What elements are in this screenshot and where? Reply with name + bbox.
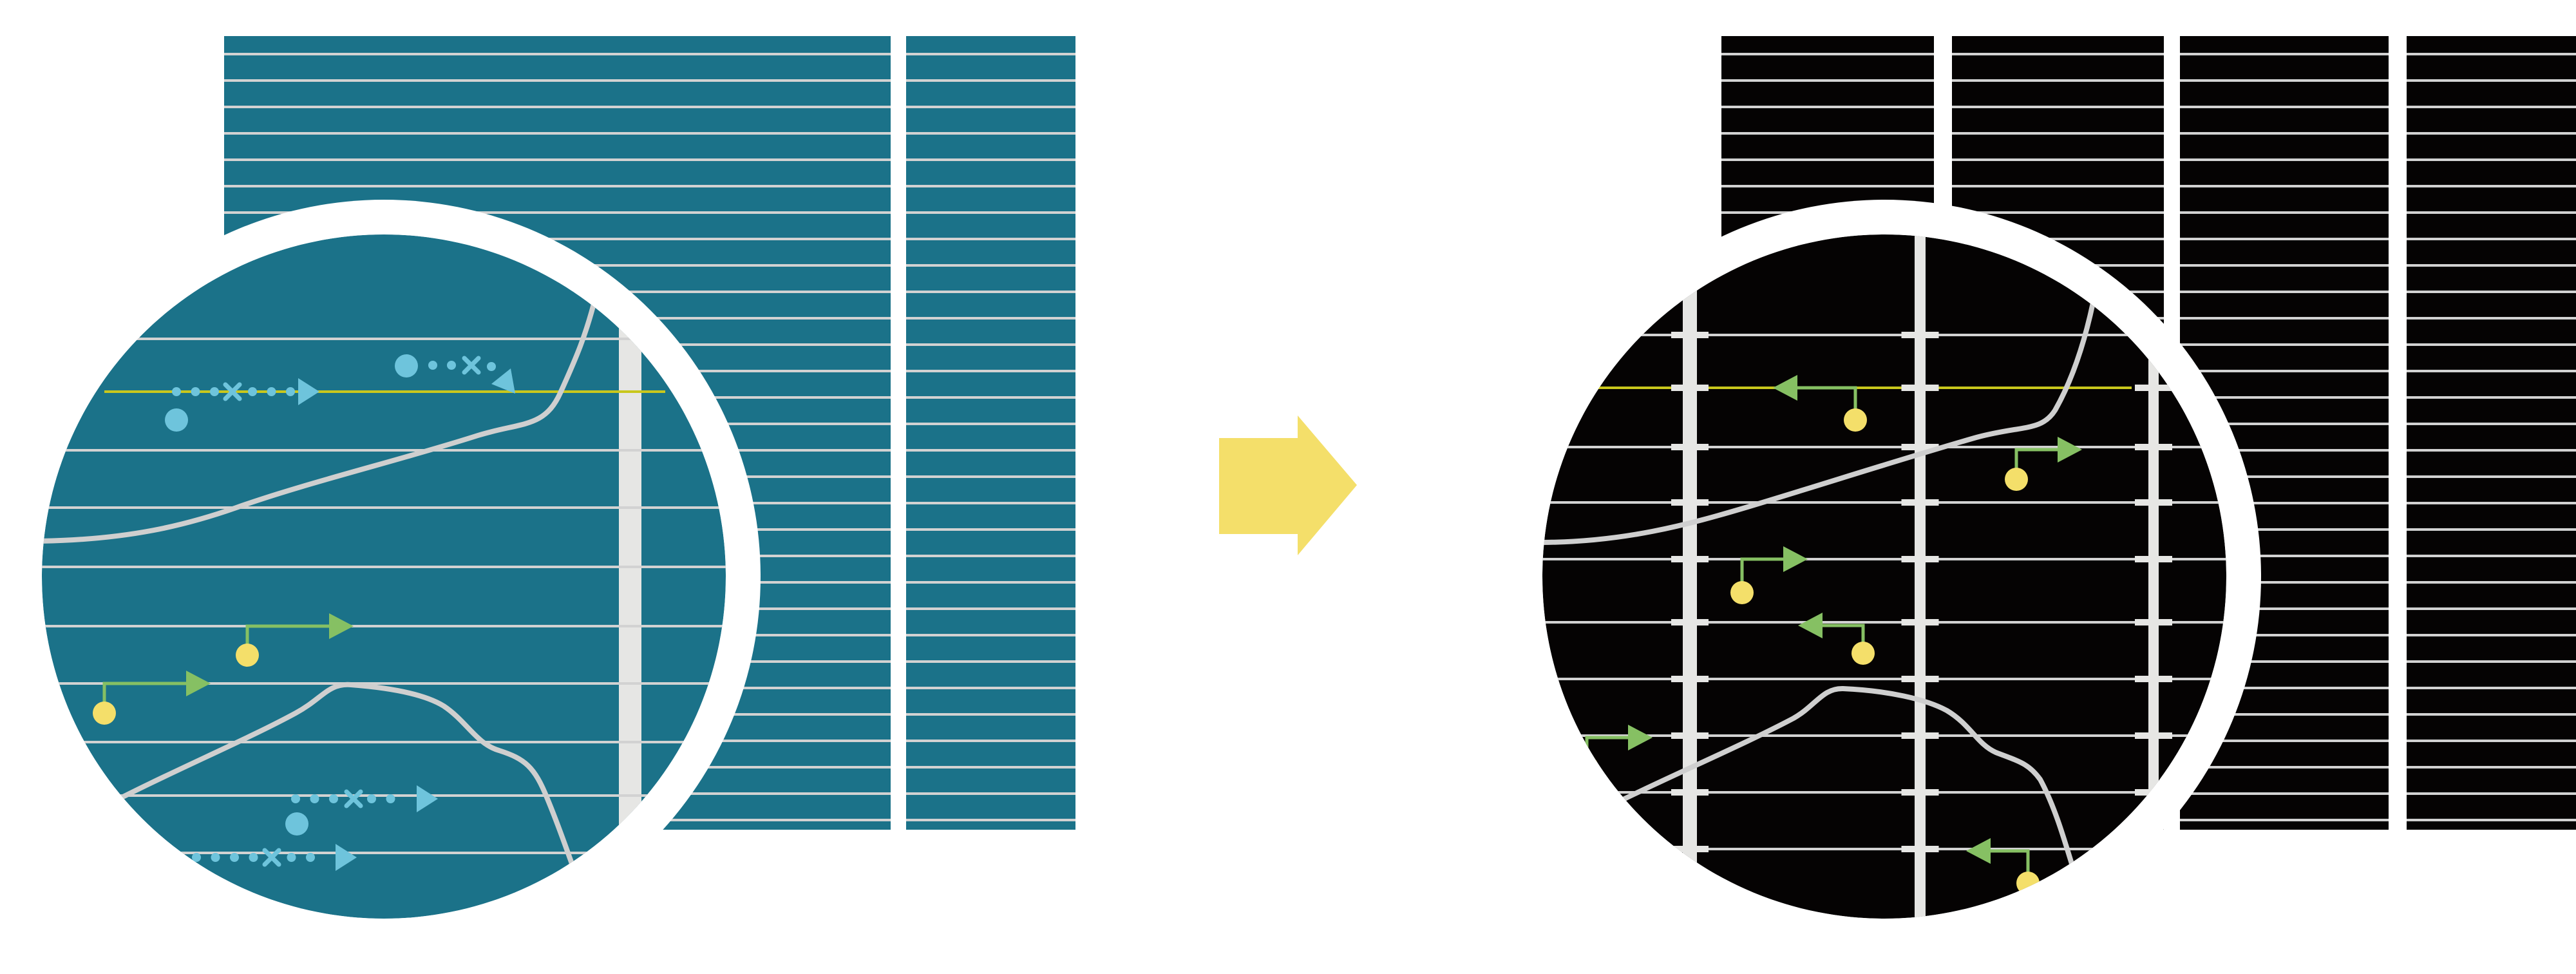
dot: [230, 853, 239, 862]
tick-mark: [1901, 332, 1939, 338]
dot: [191, 387, 200, 396]
dotted-arrow-head: [491, 368, 515, 394]
curve-line: [1542, 300, 2096, 545]
tick-mark: [1901, 385, 1939, 391]
dot: [310, 794, 319, 803]
cross-icon: [344, 789, 363, 808]
tick-mark: [1671, 619, 1709, 625]
dotted-arrow: [165, 378, 319, 432]
curve-line: [94, 682, 589, 904]
dot: [287, 853, 296, 862]
tick-mark: [1901, 732, 1939, 739]
tick-mark: [2135, 385, 2172, 391]
before-magnifier-lens: [7, 200, 761, 953]
dot: [192, 853, 201, 862]
dot: [367, 794, 376, 803]
tick-mark: [1901, 846, 1939, 852]
dot: [386, 794, 395, 803]
cross-icon: [462, 356, 481, 375]
dot: [428, 361, 437, 370]
circle-marker-icon: [2005, 468, 2028, 491]
tick-mark: [2135, 732, 2172, 739]
tick-mark: [1901, 556, 1939, 562]
dot: [291, 794, 300, 803]
tick-mark: [1901, 444, 1939, 450]
step-arrow: [2005, 437, 2082, 491]
circle-marker-icon: [236, 644, 259, 667]
tick-mark: [1671, 385, 1709, 391]
column-bar: [1915, 234, 1926, 919]
tick-mark: [1671, 789, 1709, 796]
tick-mark: [1901, 619, 1939, 625]
dot: [211, 853, 220, 862]
cross-icon: [223, 382, 242, 401]
dot: [487, 362, 496, 371]
tick-mark: [1671, 732, 1709, 739]
dot: [267, 387, 276, 396]
tick-mark: [2135, 676, 2172, 682]
step-arrow-head: [1628, 725, 1653, 750]
tick-mark: [1901, 676, 1939, 682]
dot: [447, 361, 456, 370]
tick-mark: [1901, 789, 1939, 796]
tick-mark: [1671, 846, 1709, 852]
circle-marker-icon: [1852, 642, 1875, 665]
step-arrow-head: [186, 671, 211, 696]
dotted-arrow: [395, 354, 515, 394]
tick-mark: [1671, 444, 1709, 450]
tick-mark: [2135, 499, 2172, 506]
dotted-arrow-head: [336, 844, 357, 871]
column-bar: [2148, 234, 2159, 919]
panel-column: [2407, 36, 2576, 830]
step-arrow-head: [329, 613, 354, 639]
circle-marker-icon: [1844, 408, 1867, 432]
step-arrow-head: [1773, 375, 1797, 401]
dot: [210, 387, 219, 396]
dotted-arrow: [285, 785, 438, 836]
circle-marker-icon: [93, 702, 116, 725]
dotted-arrow-head: [417, 785, 438, 812]
tick-mark: [1671, 332, 1709, 338]
lens-background: [1542, 234, 2226, 919]
step-arrow: [1730, 546, 1808, 604]
dot: [286, 387, 295, 396]
start-circle: [165, 408, 188, 432]
step-arrow-head: [2058, 437, 2082, 463]
dotted-arrow-head: [298, 378, 319, 405]
dot: [248, 387, 257, 396]
dot: [329, 794, 338, 803]
step-arrow-head: [1783, 546, 1808, 572]
step-arrow: [236, 613, 354, 667]
cross-icon: [262, 848, 281, 867]
dot: [172, 387, 181, 396]
lens-content: [42, 234, 726, 919]
circle-marker-icon: [1730, 581, 1754, 604]
start-circle: [285, 812, 308, 836]
curve-line: [42, 294, 598, 544]
lens-content: [1542, 234, 2226, 919]
step-arrow: [1773, 375, 1867, 432]
column-bar: [1683, 234, 1697, 919]
tick-mark: [1671, 499, 1709, 506]
tick-mark: [1671, 676, 1709, 682]
step-arrow-head: [1966, 838, 1991, 864]
tick-mark: [2135, 556, 2172, 562]
step-arrow: [93, 671, 211, 725]
start-circle: [395, 354, 418, 377]
tick-mark: [1671, 556, 1709, 562]
curve-line: [1588, 685, 2086, 904]
step-arrow: [1798, 613, 1875, 665]
right-arrow-icon: [1219, 415, 1357, 555]
tick-mark: [2135, 444, 2172, 450]
after-magnifier-lens: [1508, 200, 2261, 953]
tick-mark: [2135, 619, 2172, 625]
panel-column: [906, 36, 1075, 830]
step-arrow-head: [1798, 613, 1823, 638]
dot: [306, 853, 315, 862]
dot: [249, 853, 258, 862]
tick-mark: [1901, 499, 1939, 506]
